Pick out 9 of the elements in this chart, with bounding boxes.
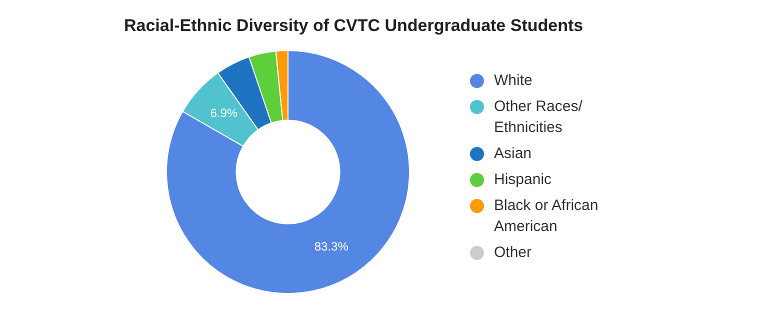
legend-label: Hispanic [494,170,552,190]
legend-label: Other Races/ Ethnicities [494,97,584,138]
data-label: 83.3% [314,239,349,254]
legend-label: White [494,71,532,91]
legend-label: Asian [494,144,532,164]
data-label: 6.9% [210,106,238,120]
legend-label: Black or African American [494,196,600,237]
chart-title: Racial-Ethnic Diversity of CVTC Undergraduate Students [124,16,584,36]
legend-label: Other [494,243,532,263]
